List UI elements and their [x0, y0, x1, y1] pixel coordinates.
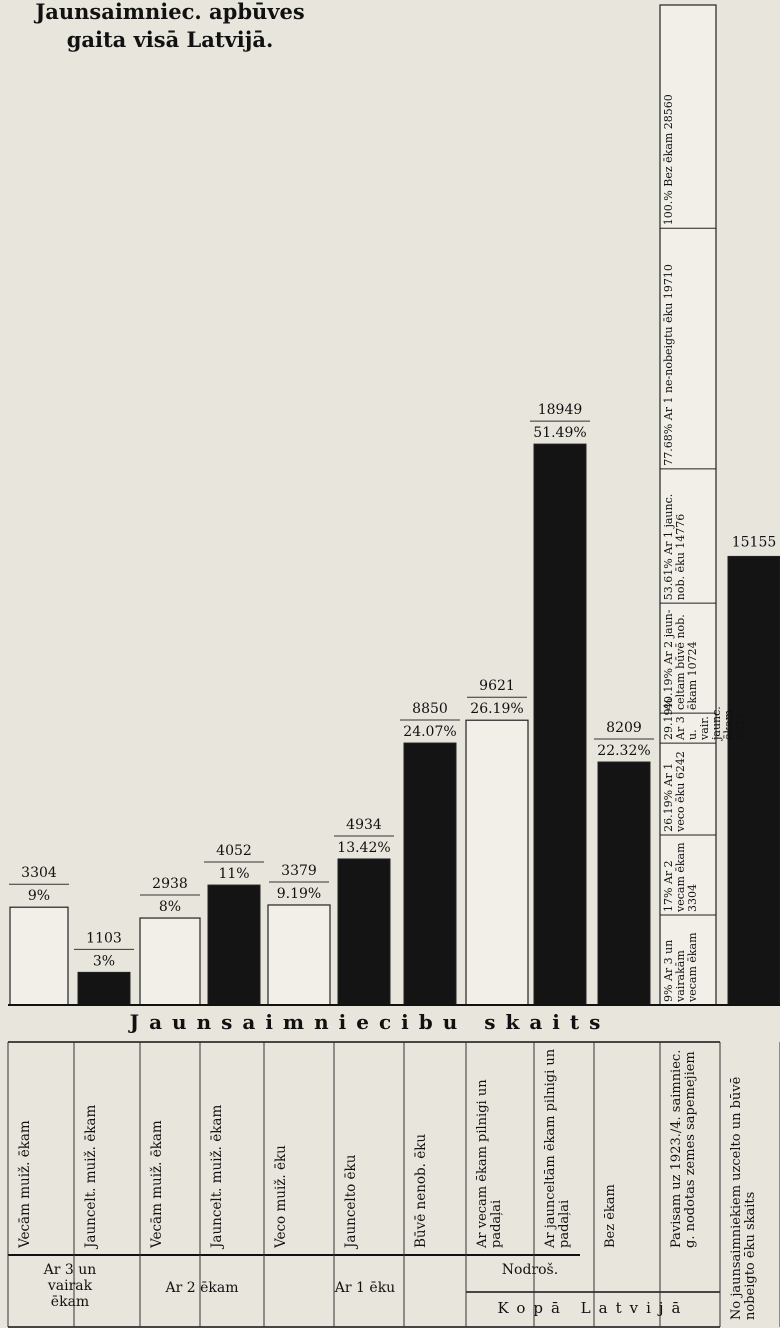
cumulative-column: [659, 4, 717, 1006]
bar-value-label-7: 9621: [479, 678, 515, 694]
cumulative-label-6: 77.68% Ar 1 ne-nobeigtu ēku 19710: [662, 264, 675, 466]
bar-percent-label-7: 26.19%: [470, 701, 523, 717]
group-label-3: Nodroš.: [501, 1262, 559, 1278]
cumulative-label-5: 53.61% Ar 1 jaunc. nob. ēku 14776: [662, 493, 687, 601]
group-label-1: Ar 2 ēkam: [165, 1280, 239, 1296]
bar-3: [207, 884, 261, 1006]
bar-8: [533, 443, 587, 1006]
bar-percent-label-3: 11%: [218, 866, 249, 882]
category-label-9: Bez ēkam: [603, 1184, 618, 1248]
bar-value-label-8: 18949: [538, 402, 583, 418]
category-label-4: Veco muiž. ēku: [273, 1145, 289, 1248]
bar-value-label-6: 8850: [412, 701, 448, 717]
category-label-7: Ar vecam ēkam pilnigi un padaļai: [475, 1079, 504, 1248]
group-label-4: Kopā Latvijā: [497, 1299, 689, 1317]
chart-title-line-2: gaita visā Latvijā.: [66, 27, 274, 52]
bar-percent-label-2: 8%: [159, 899, 181, 915]
cumulative-label-0: 9% Ar 3 un vairakām vecam ēkam: [662, 932, 699, 1002]
bar-percent-label-8: 51.49%: [533, 425, 586, 441]
category-label-8: Ar jauncelt­ām ēkam pilnigi un padaļai: [543, 1048, 572, 1248]
bar-value-label-4: 3379: [281, 863, 317, 879]
bar-value-label-3: 4052: [216, 843, 252, 859]
bar-6: [403, 742, 457, 1006]
bar-4: [267, 904, 331, 1006]
category-label-2: Vecām muiž. ēkam: [149, 1120, 165, 1248]
category-label-11: No jaunsaimniekiem uzcelto un būvē nobei…: [729, 1076, 758, 1320]
bar-value-label-11: 15155: [732, 534, 777, 550]
group-label-0: Ar 3 un vairak ēkam: [43, 1262, 97, 1310]
cumulative-label-4: 40.19% Ar 2 jaun-celtam būvē nob. ēkam 1…: [662, 609, 699, 711]
bar-percent-label-9: 22.32%: [597, 743, 650, 759]
category-label-6: Būvē nenob. ēku: [413, 1133, 429, 1248]
category-label-5: Jauncelto ēku: [343, 1154, 359, 1248]
bar-5: [337, 858, 391, 1006]
bar-percent-label-6: 24.07%: [403, 724, 456, 740]
bar-value-label-1: 1103: [86, 930, 122, 946]
bar-percent-label-1: 3%: [93, 953, 115, 969]
bar-11: [727, 555, 780, 1006]
group-label-2: Ar 1 ēku: [334, 1280, 396, 1296]
bar-value-label-5: 4934: [346, 817, 382, 833]
cumulative-label-2: 26.19% Ar 1 veco ēku 6242: [662, 751, 687, 832]
axis-title: Jaunsaimniecibu skaits: [129, 1010, 611, 1034]
cumulative-label-1: 17% Ar 2 vecam ēkam 3304: [662, 842, 699, 912]
bar-percent-label-4: 9.19%: [277, 886, 321, 902]
cumulative-label-7: 100.% Bez ēkam 28560: [662, 94, 675, 226]
category-label-0: Vecām muiž. ēkam: [17, 1120, 33, 1248]
bar-value-label-9: 8209: [606, 720, 642, 736]
bar-percent-label-5: 13.42%: [337, 840, 390, 856]
bar-9: [597, 761, 651, 1006]
bar-0: [9, 906, 69, 1006]
category-label-1: Jauncelt. muiž. ēkam: [83, 1104, 99, 1248]
bar-7: [465, 719, 529, 1006]
bar-percent-label-0: 9%: [28, 888, 50, 904]
category-label-3: Jauncelt. muiž. ēkam: [209, 1104, 225, 1248]
bar-1: [77, 971, 131, 1006]
bar-value-label-0: 3304: [21, 865, 57, 881]
category-label-10: Pavisam uz 1923./4. saimniec. g. nodotas…: [669, 1049, 698, 1248]
chart-title-line-1: Jaunsaimniec. apbūves: [35, 0, 305, 24]
cumulative-label-3: 29.19% Ar 3 u. vair. jaunc. ēkam 9621: [662, 698, 747, 741]
bar-value-label-2: 2938: [152, 876, 188, 892]
bar-2: [139, 917, 201, 1006]
